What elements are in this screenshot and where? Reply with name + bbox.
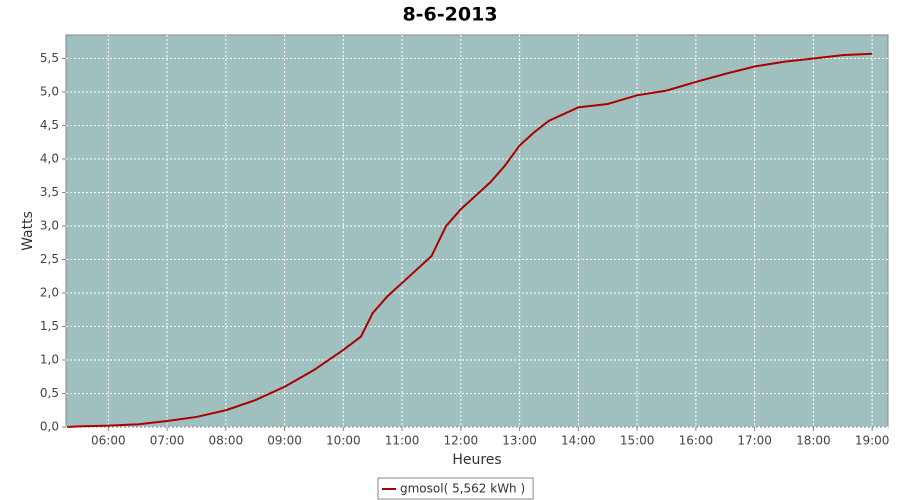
data-line xyxy=(67,52,873,428)
y-tick-label: 3,5 xyxy=(40,185,59,199)
y-tick-label: 4,0 xyxy=(40,151,59,165)
x-tick-label: 18:00 xyxy=(796,434,831,448)
x-tick-label: 09:00 xyxy=(267,434,302,448)
legend-box xyxy=(377,477,534,500)
y-tick-label: 2,5 xyxy=(40,252,59,266)
x-tick-label: 14:00 xyxy=(561,434,596,448)
y-tick-label: 0,0 xyxy=(40,420,59,434)
x-tick-label: 11:00 xyxy=(385,434,420,448)
x-tick-label: 07:00 xyxy=(150,434,185,448)
y-tick-label: 4,5 xyxy=(40,118,59,132)
y-tick-label: 5,0 xyxy=(40,84,59,98)
y-tick-label: 0,5 xyxy=(40,386,59,400)
x-tick-label: 08:00 xyxy=(209,434,244,448)
x-tick-label: 17:00 xyxy=(737,434,772,448)
x-tick-label: 13:00 xyxy=(502,434,537,448)
x-tick-label: 06:00 xyxy=(91,434,126,448)
y-axis-label: Watts xyxy=(20,211,36,251)
y-tick-label: 5,5 xyxy=(40,51,59,65)
y-tick-label: 2,0 xyxy=(40,285,59,299)
y-tick-label: 1,0 xyxy=(40,352,59,366)
plot-area xyxy=(65,34,889,428)
x-axis-label: Heures xyxy=(452,452,501,468)
x-tick-label: 15:00 xyxy=(620,434,655,448)
x-tick-label: 16:00 xyxy=(679,434,714,448)
x-tick-label: 19:00 xyxy=(855,434,890,448)
y-tick-label: 3,0 xyxy=(40,218,59,232)
x-tick-label: 10:00 xyxy=(326,434,361,448)
legend-label: gmosol( 5,562 kWh ) xyxy=(400,482,525,496)
chart-title: 8-6-2013 xyxy=(402,4,497,26)
x-tick-label: 12:00 xyxy=(444,434,479,448)
y-tick-label: 1,5 xyxy=(40,319,59,333)
